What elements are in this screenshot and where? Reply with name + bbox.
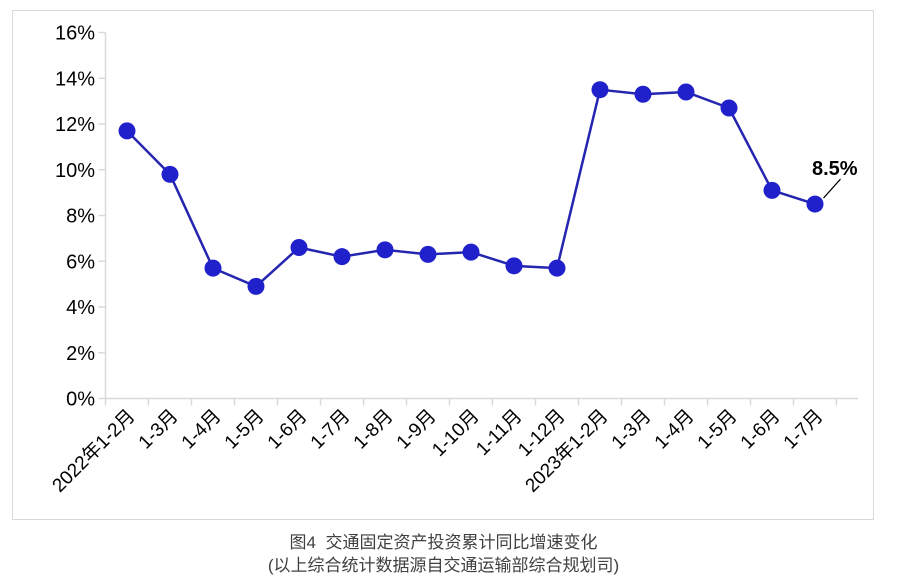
line-chart: 0%2%4%6%8%10%12%14%16%2022年1-2月1-3月1-4月1… bbox=[48, 23, 858, 497]
x-axis-label: 1-11月 bbox=[472, 406, 526, 460]
y-axis-label: 2% bbox=[66, 343, 95, 365]
data-point bbox=[290, 239, 308, 257]
x-axis-label: 1-6月 bbox=[737, 406, 785, 454]
y-axis-label: 8% bbox=[66, 206, 95, 228]
figure-caption: 图4 交通固定资产投资累计同比增速变化 bbox=[289, 533, 598, 552]
x-axis-label: 1-4月 bbox=[178, 406, 226, 454]
data-point bbox=[204, 259, 222, 277]
data-point bbox=[419, 245, 437, 263]
data-point bbox=[247, 277, 265, 295]
x-axis-label: 1-5月 bbox=[694, 406, 742, 454]
data-point bbox=[806, 195, 824, 213]
x-axis-label: 1-3月 bbox=[608, 406, 656, 454]
figure-source-note: (以上综合统计数据源自交通运输部综合规划司) bbox=[267, 556, 620, 575]
x-axis-label: 1-10月 bbox=[428, 406, 483, 461]
y-axis-label: 10% bbox=[55, 160, 95, 182]
data-point bbox=[161, 165, 179, 183]
y-axis-label: 16% bbox=[55, 23, 95, 45]
x-axis-label: 1-8月 bbox=[350, 406, 398, 454]
x-axis-label: 1-7月 bbox=[307, 406, 355, 454]
y-axis-label: 14% bbox=[55, 68, 95, 90]
data-point bbox=[634, 85, 652, 103]
x-axis-label: 2022年1-2月 bbox=[48, 405, 140, 497]
data-point bbox=[763, 181, 781, 199]
x-axis-label: 1-3月 bbox=[135, 406, 183, 454]
data-point bbox=[462, 243, 480, 261]
annotation-label: 8.5% bbox=[812, 158, 858, 180]
data-point bbox=[720, 99, 738, 117]
data-point bbox=[677, 83, 695, 101]
figure-captions: 图4 交通固定资产投资累计同比增速变化 (以上综合统计数据源自交通运输部综合规划… bbox=[12, 531, 875, 577]
data-point bbox=[333, 248, 351, 266]
x-axis-label: 1-4月 bbox=[651, 406, 699, 454]
data-point bbox=[505, 257, 523, 275]
data-point bbox=[548, 259, 566, 277]
annotation-leader-line bbox=[823, 178, 841, 199]
x-axis-label: 1-7月 bbox=[780, 406, 828, 454]
y-axis-label: 6% bbox=[66, 251, 95, 273]
x-axis-label: 1-5月 bbox=[221, 406, 269, 454]
chart-frame: 0% 2% 4% 6% 8% 10% 12% 14% 16% 2022年1-2月 1-3月 1-4月 1… bbox=[12, 10, 874, 520]
data-point bbox=[591, 81, 609, 99]
x-axis-label: 1-6月 bbox=[264, 406, 312, 454]
y-axis-label: 0% bbox=[66, 389, 95, 411]
data-point bbox=[118, 122, 136, 140]
y-axis-label: 4% bbox=[66, 297, 95, 319]
data-point bbox=[376, 241, 394, 259]
y-axis-label: 12% bbox=[55, 114, 95, 136]
